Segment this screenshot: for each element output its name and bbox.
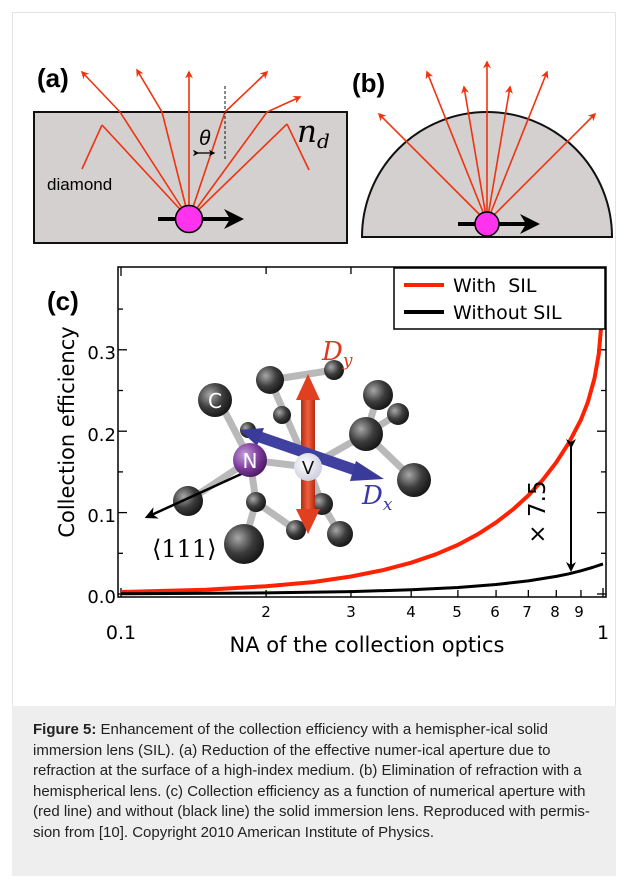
index-subscript: d — [317, 129, 330, 153]
carbon-atom — [327, 521, 353, 547]
nitrogen-atom — [233, 443, 267, 477]
refracted-rays — [80, 68, 310, 220]
y-tick-label: 0.3 — [87, 343, 116, 364]
x-axis-tick-labels: 0.1 2 3 4 5 6 7 8 9 1 — [106, 603, 609, 644]
carbon-atom — [387, 403, 409, 425]
data-series — [120, 304, 605, 596]
plot-frame — [117, 266, 607, 598]
axis-111-label: ⟨111⟩ — [152, 535, 217, 563]
legend-label-without-sil: Without SIL — [453, 302, 562, 324]
diamond-label: diamond — [47, 175, 112, 194]
x-tick-label: 8 — [550, 603, 560, 621]
dx-label: Dx — [361, 481, 393, 515]
legend-box — [393, 267, 606, 330]
carbon-label-atom — [198, 383, 232, 417]
x-tick-label: 6 — [490, 603, 500, 621]
y-axis-label: Collection efficiency — [55, 326, 79, 537]
dy-subscript: y — [342, 351, 353, 371]
dy-arrow-head-down — [296, 509, 320, 534]
panel-a-label: (a) — [37, 63, 69, 93]
panel-c: (c) 0.0 0.1 0.2 0.3 0.1 2 3 4 5 6 7 8 9 … — [47, 266, 609, 657]
emitter-dot-b — [474, 211, 500, 237]
legend: With SIL Without SIL — [393, 267, 606, 330]
y-tick-label: 0.0 — [87, 587, 116, 608]
figure-caption: Figure 5: Enhancement of the collection … — [12, 706, 616, 876]
enhancement-factor-label: × 7.5 — [525, 480, 551, 543]
x-tick-label: 9 — [574, 603, 584, 621]
x-tick-label: 1 — [597, 622, 609, 644]
panel-b: (b) — [352, 60, 614, 238]
y-axis-tick-labels: 0.0 0.1 0.2 0.3 — [87, 343, 116, 608]
emitter-dot-a — [174, 204, 204, 234]
carbon-atom — [397, 463, 431, 497]
dx-symbol: D — [361, 481, 383, 511]
carbon-atom — [286, 520, 306, 540]
y-tick-label: 0.1 — [87, 506, 116, 527]
caption-label: Figure 5: — [33, 721, 97, 738]
dy-arrow-head-up — [296, 374, 320, 400]
panel-b-label: (b) — [352, 68, 385, 98]
carbon-atom — [224, 524, 264, 564]
carbon-atom — [363, 380, 393, 410]
x-tick-label: 5 — [452, 603, 462, 621]
legend-label-with-sil: With SIL — [453, 275, 537, 297]
figure-graphic: (a) θ nd diamond (b) — [33, 60, 614, 657]
series-line-with-sil — [120, 304, 605, 594]
nitrogen-label: N — [243, 449, 258, 473]
panel-a: (a) θ nd diamond — [33, 63, 348, 244]
x-tick-label: 0.1 — [106, 622, 136, 644]
x-tick-label: 2 — [261, 603, 271, 621]
carbon-label: C — [208, 389, 222, 413]
x-axis-label: NA of the collection optics — [230, 633, 505, 657]
axis-111-arrow — [144, 468, 251, 519]
theta-label: θ — [199, 127, 211, 150]
y-tick-label: 0.2 — [87, 425, 116, 446]
vacancy-label: V — [302, 458, 315, 479]
straight-rays — [377, 60, 597, 223]
dx-subscript: x — [383, 495, 393, 515]
x-tick-label: 7 — [522, 603, 532, 621]
series-line-without-sil — [120, 562, 604, 596]
vacancy-site — [294, 453, 322, 481]
carbon-atom — [256, 366, 284, 394]
dx-arrow-head-right — [350, 461, 384, 481]
dy-label: Dy — [321, 337, 353, 371]
x-tick-label: 4 — [406, 603, 416, 621]
carbon-atom — [173, 486, 203, 516]
carbon-atom — [273, 406, 291, 424]
dx-arrow-head-left — [240, 428, 264, 446]
index-symbol: n — [297, 114, 317, 150]
carbon-atom — [246, 492, 266, 512]
refractive-index-label: nd — [297, 114, 330, 153]
dy-symbol: D — [321, 337, 343, 367]
nv-center-molecule: ⟨111⟩ C V N Dy Dx — [144, 337, 431, 564]
panel-c-label: (c) — [47, 286, 79, 316]
carbon-atom — [349, 417, 383, 451]
carbon-atom — [324, 360, 344, 380]
caption-text: Enhancement of the collection efficiency… — [33, 721, 590, 841]
x-tick-label: 3 — [346, 603, 356, 621]
